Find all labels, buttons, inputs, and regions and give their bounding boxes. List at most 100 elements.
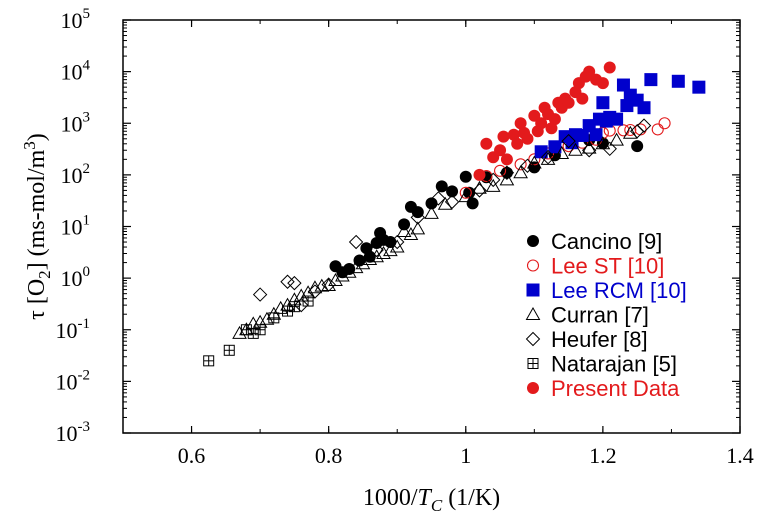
series-6 bbox=[473, 61, 616, 181]
data-point bbox=[254, 324, 266, 336]
data-point bbox=[363, 250, 376, 263]
data-point bbox=[355, 256, 371, 270]
legend-label: Natarajan [5] bbox=[551, 352, 677, 377]
data-point bbox=[444, 194, 460, 210]
data-point bbox=[535, 117, 548, 130]
data-point bbox=[369, 242, 384, 258]
data-point bbox=[534, 145, 548, 159]
data-point bbox=[446, 185, 459, 198]
y-tick-label: 103 bbox=[61, 109, 91, 136]
data-point bbox=[497, 130, 510, 143]
data-point bbox=[302, 295, 314, 307]
legend-label: Curran [7] bbox=[551, 303, 649, 328]
y-tick-label: 10-1 bbox=[56, 316, 91, 343]
data-point bbox=[247, 327, 259, 339]
data-point bbox=[459, 186, 472, 199]
data-point bbox=[268, 312, 280, 324]
data-point bbox=[273, 300, 289, 314]
series-2 bbox=[534, 73, 706, 159]
y-axis-label: τ [O2] (ms-mol/m3) bbox=[20, 133, 54, 320]
data-point bbox=[513, 165, 528, 179]
axis-ticks: 0.6 0.8 1 1.2 1.4 10-3 10-2 10-1 100 101 102 103 104… bbox=[56, 6, 754, 468]
data-point bbox=[389, 239, 405, 253]
data-point bbox=[540, 149, 556, 165]
data-point bbox=[458, 189, 474, 203]
data-point bbox=[472, 183, 487, 198]
data-point bbox=[362, 251, 378, 265]
series-5 bbox=[203, 295, 314, 367]
data-point bbox=[581, 143, 597, 158]
data-point bbox=[603, 61, 616, 74]
data-point bbox=[369, 249, 385, 263]
data-point bbox=[500, 153, 513, 166]
data-point bbox=[411, 206, 424, 219]
data-point bbox=[307, 280, 323, 294]
data-point bbox=[348, 260, 364, 274]
data-point bbox=[576, 92, 589, 105]
data-point bbox=[589, 128, 603, 142]
data-point bbox=[631, 140, 644, 153]
data-point bbox=[579, 70, 592, 83]
data-point bbox=[431, 191, 446, 206]
data-point bbox=[348, 234, 364, 250]
data-point bbox=[644, 73, 658, 87]
data-point bbox=[507, 128, 520, 141]
data-point bbox=[554, 145, 570, 159]
data-point bbox=[341, 264, 357, 278]
data-point bbox=[282, 305, 294, 317]
y-tick-label: 10-2 bbox=[56, 367, 91, 394]
data-point bbox=[335, 268, 350, 282]
series-4 bbox=[252, 118, 652, 313]
data-point bbox=[548, 113, 561, 126]
data-point bbox=[252, 287, 268, 302]
data-point bbox=[692, 80, 706, 94]
data-point bbox=[307, 284, 323, 299]
x-axis-label: 1000/TC (1/K) bbox=[363, 485, 500, 515]
data-point bbox=[294, 297, 309, 313]
data-point bbox=[562, 96, 575, 109]
data-point bbox=[620, 99, 634, 113]
data-point bbox=[511, 137, 524, 150]
data-point bbox=[561, 133, 576, 149]
x-tick-label: 1.2 bbox=[589, 443, 617, 468]
data-point bbox=[466, 197, 479, 210]
data-point bbox=[575, 128, 589, 142]
legend-label: Lee ST [10] bbox=[551, 254, 664, 279]
legend-marker bbox=[527, 235, 539, 247]
data-point bbox=[609, 132, 624, 146]
x-tick-label: 1.4 bbox=[726, 443, 754, 468]
y-tick-label: 100 bbox=[61, 264, 91, 291]
legend-label: Heufer [8] bbox=[551, 327, 648, 352]
data-point bbox=[203, 355, 215, 367]
data-point bbox=[480, 137, 493, 150]
x-tick-label: 1 bbox=[460, 443, 471, 468]
legend-label: Cancino [9] bbox=[551, 229, 662, 254]
data-point bbox=[610, 112, 624, 126]
y-tick-label: 104 bbox=[61, 58, 91, 85]
data-point bbox=[624, 123, 637, 137]
data-point bbox=[596, 96, 610, 110]
data-point bbox=[437, 196, 453, 210]
data-point bbox=[473, 168, 486, 181]
data-point bbox=[435, 180, 448, 193]
chart-marks bbox=[203, 61, 706, 367]
legend: Cancino [9]Lee ST [10]Lee RCM [10]Curran… bbox=[525, 229, 687, 401]
data-point bbox=[223, 344, 235, 356]
data-point bbox=[410, 210, 425, 225]
data-point bbox=[617, 124, 630, 137]
data-point bbox=[328, 272, 343, 286]
data-point bbox=[636, 118, 652, 133]
data-point bbox=[520, 158, 535, 173]
data-point bbox=[616, 78, 630, 92]
data-point bbox=[396, 223, 412, 238]
legend-label: Present Data bbox=[551, 376, 680, 401]
data-point bbox=[602, 141, 617, 157]
data-point bbox=[568, 142, 583, 156]
data-point bbox=[521, 132, 534, 145]
data-point bbox=[514, 117, 527, 130]
data-point bbox=[637, 101, 651, 115]
legend-marker bbox=[525, 306, 541, 320]
data-point bbox=[321, 277, 337, 291]
data-point bbox=[424, 205, 439, 219]
